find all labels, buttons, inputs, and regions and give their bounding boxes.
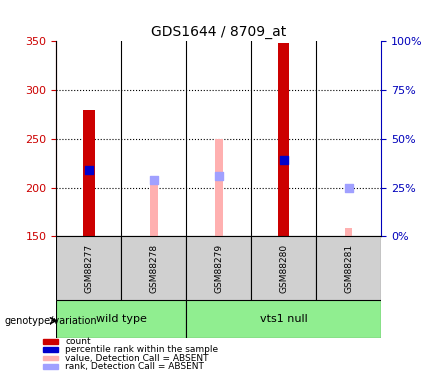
- Text: vts1 null: vts1 null: [260, 314, 307, 324]
- FancyBboxPatch shape: [56, 236, 121, 300]
- Text: count: count: [65, 337, 91, 346]
- FancyBboxPatch shape: [186, 300, 381, 338]
- Text: wild type: wild type: [96, 314, 147, 324]
- Point: [345, 184, 352, 190]
- Text: value, Detection Call = ABSENT: value, Detection Call = ABSENT: [65, 354, 209, 363]
- Bar: [278, 43, 290, 236]
- Point: [85, 167, 92, 173]
- Bar: [345, 228, 352, 236]
- FancyBboxPatch shape: [251, 236, 316, 300]
- FancyBboxPatch shape: [56, 300, 186, 338]
- Bar: [43, 347, 58, 352]
- Point: [280, 157, 287, 163]
- Point: [215, 173, 222, 179]
- Point: [150, 177, 157, 183]
- Text: rank, Detection Call = ABSENT: rank, Detection Call = ABSENT: [65, 362, 204, 371]
- Text: GSM88277: GSM88277: [84, 244, 93, 292]
- FancyBboxPatch shape: [186, 236, 251, 300]
- Text: GSM88278: GSM88278: [149, 244, 158, 292]
- Title: GDS1644 / 8709_at: GDS1644 / 8709_at: [151, 25, 286, 39]
- Text: genotype/variation: genotype/variation: [4, 316, 97, 326]
- Text: percentile rank within the sample: percentile rank within the sample: [65, 345, 219, 354]
- Bar: [43, 339, 58, 344]
- Text: GSM88279: GSM88279: [214, 244, 223, 292]
- Text: GSM88281: GSM88281: [344, 244, 353, 292]
- FancyBboxPatch shape: [121, 236, 186, 300]
- Bar: [43, 364, 58, 369]
- Bar: [43, 356, 58, 360]
- Text: GSM88280: GSM88280: [279, 244, 288, 292]
- Bar: [83, 110, 94, 236]
- Bar: [150, 181, 158, 236]
- Bar: [215, 139, 223, 236]
- FancyBboxPatch shape: [316, 236, 381, 300]
